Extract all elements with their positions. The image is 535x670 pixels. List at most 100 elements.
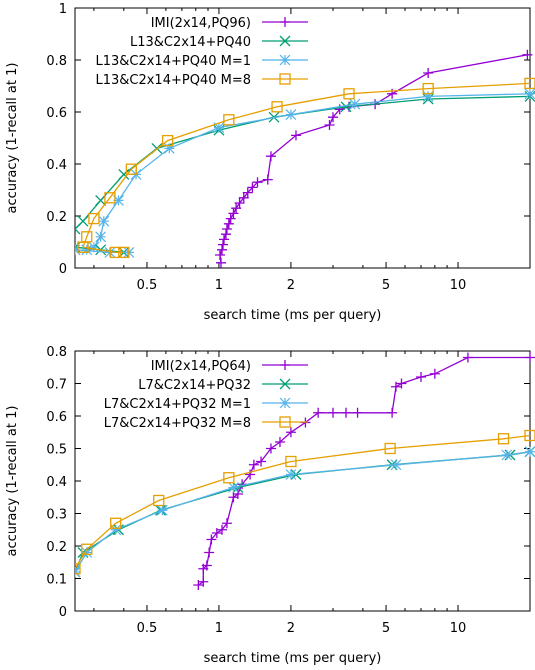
data-point (285, 455, 297, 468)
data-point (104, 246, 116, 258)
data-point (77, 241, 89, 253)
data-point (271, 101, 283, 113)
series-line (86, 93, 531, 251)
y-tick-label: 0.2 (46, 210, 67, 225)
data-point (242, 187, 253, 198)
data-point (98, 215, 110, 227)
data-point (218, 239, 229, 250)
data-point (384, 442, 396, 455)
data-point (265, 151, 276, 162)
data-point (88, 241, 100, 253)
data-point (396, 378, 407, 389)
legend-entry: L7&C2x14+PQ32 M=1 (104, 397, 308, 412)
data-point (262, 174, 273, 185)
data-point (349, 98, 361, 110)
legend-marker (279, 54, 291, 66)
x-tick-label: 2 (287, 278, 295, 293)
legend-label: L13&C2x14+PQ40 M=8 (95, 73, 251, 88)
data-point (206, 534, 217, 545)
data-point (118, 246, 130, 259)
data-point (429, 368, 440, 379)
data-point (214, 250, 225, 260)
data-point (497, 433, 510, 445)
data-point (81, 244, 93, 256)
series-l13-c2x14-pq40-m-1 (81, 88, 535, 256)
legend-label: L7&C2x14+PQ32 M=8 (104, 416, 251, 431)
legend-label: IMI(2x14,PQ96) (151, 16, 251, 31)
legend-entry: L13&C2x14+PQ40 M=1 (95, 54, 308, 69)
data-point (245, 469, 256, 480)
data-point (232, 489, 243, 499)
data-point (163, 142, 175, 154)
series-l7-c2x14-pq32-m-8 (75, 429, 535, 575)
data-point (422, 82, 434, 95)
legend-entry: L7&C2x14+PQ32 M=8 (104, 416, 308, 431)
data-point (343, 88, 355, 100)
data-point (219, 234, 230, 245)
data-point (265, 443, 276, 454)
data-point (524, 429, 535, 442)
data-point (223, 472, 235, 484)
legend-entry: L7&C2x14+PQ32 (138, 378, 308, 393)
data-point (110, 524, 122, 536)
data-point (238, 192, 249, 203)
data-point (285, 469, 297, 480)
y-tick-label: 0.3 (46, 508, 67, 523)
series-l13-c2x14-pq40-m-8 (77, 77, 535, 253)
y-tick-label: 0.6 (46, 410, 67, 425)
data-point (285, 109, 297, 121)
data-point (274, 437, 285, 447)
x-tick-label: 2 (287, 621, 295, 636)
y-axis-label: accuracy (1-recall at 1) (5, 63, 20, 214)
x-axis-label: search time (ms per query) (204, 308, 382, 323)
data-point (110, 517, 122, 529)
y-tick-label: 0 (59, 262, 67, 277)
data-point (88, 212, 100, 225)
x-tick-label: 5 (382, 278, 390, 293)
data-point (198, 576, 209, 587)
data-point (248, 459, 259, 470)
data-point (216, 257, 226, 268)
series-line (75, 451, 531, 573)
series-line (75, 95, 531, 230)
data-point (522, 49, 533, 60)
data-point (213, 122, 225, 134)
data-point (324, 120, 335, 130)
data-point (387, 407, 398, 418)
data-point (204, 547, 215, 558)
data-point (223, 218, 234, 229)
series-l7-c2x14-pq32-m-1 (75, 446, 535, 578)
series-line (75, 451, 531, 573)
chart-2: 0 0.1 0.2 0.3 0.4 0.5 0.6 0.7 0.8 0.5 1 2 5 10 search … (5, 345, 535, 666)
data-point (423, 68, 434, 78)
data-point (352, 407, 363, 418)
data-point (225, 213, 236, 224)
data-point (524, 88, 535, 100)
legend-label: L13&C2x14+PQ40 M=1 (95, 54, 251, 69)
data-point (161, 134, 174, 147)
y-tick-label: 1 (59, 2, 67, 17)
data-point (290, 130, 301, 141)
x-tick-label: 10 (450, 621, 467, 636)
legend-marker (280, 360, 290, 370)
data-point (234, 198, 245, 208)
data-point (415, 372, 426, 382)
data-point (525, 352, 535, 363)
series-line (75, 434, 531, 570)
data-point (201, 560, 212, 571)
data-point (81, 543, 93, 555)
series-line (82, 82, 531, 248)
y-tick-label: 0.4 (46, 475, 67, 490)
data-point (217, 244, 228, 255)
data-point (221, 224, 232, 234)
plot-frame (74, 7, 531, 269)
data-point (313, 407, 324, 418)
legend-label: L7&C2x14+PQ32 M=1 (104, 397, 251, 412)
x-tick-label: 5 (382, 621, 390, 636)
legend-entry: IMI(2x14,PQ96) (151, 16, 308, 31)
data-point (252, 177, 263, 188)
series-unlabeled-6 (77, 241, 130, 259)
legend-entry: IMI(2x14,PQ64) (151, 359, 308, 374)
data-point (221, 518, 232, 529)
data-point (422, 90, 434, 102)
